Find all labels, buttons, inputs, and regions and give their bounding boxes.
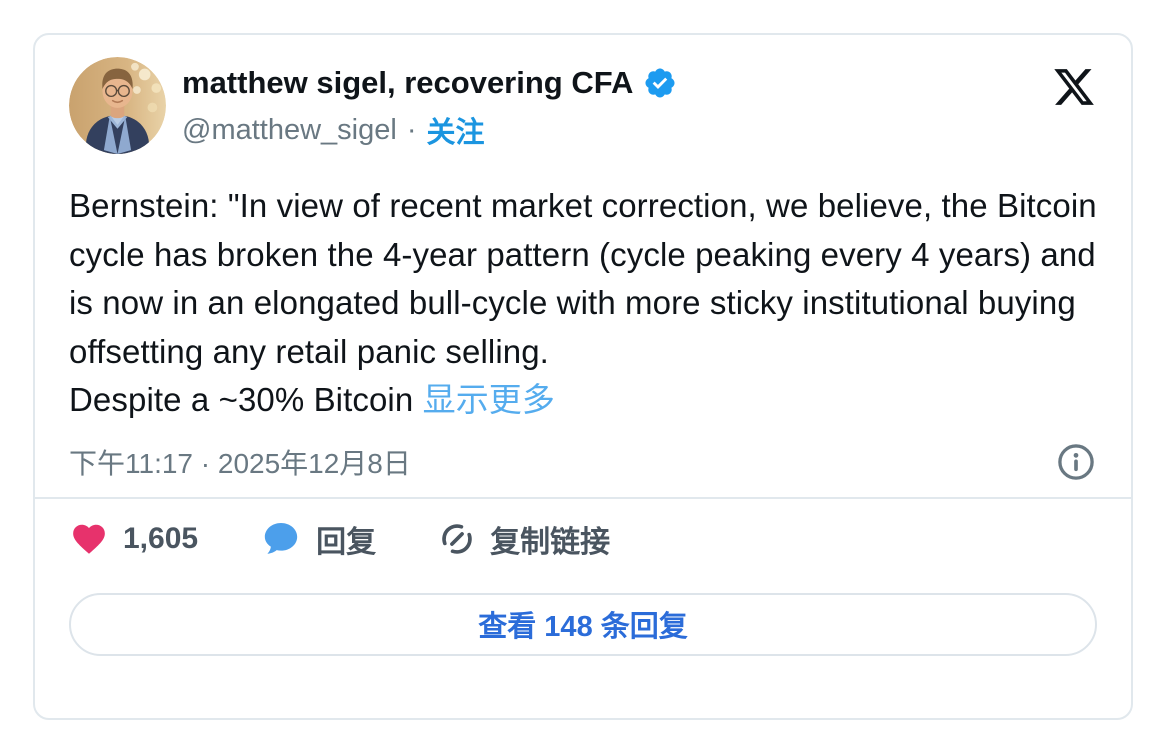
- verified-badge-icon: [645, 68, 675, 98]
- action-bar: 1,605 回复 复制链接: [35, 496, 1131, 577]
- dot-separator: ·: [406, 113, 417, 146]
- display-name[interactable]: matthew sigel, recovering CFA: [182, 65, 634, 100]
- tweet-paragraph-2: Despite a ~30% Bitcoin: [69, 381, 423, 418]
- avatar[interactable]: [69, 57, 166, 154]
- view-replies-button[interactable]: 查看 148 条回复: [69, 592, 1097, 656]
- timestamp-link[interactable]: 下午11:17 · 2025年12月8日: [69, 447, 411, 479]
- reply-button[interactable]: 回复: [260, 517, 376, 561]
- handle-row: @matthew_sigel · 关注: [182, 109, 677, 151]
- follow-link[interactable]: 关注: [426, 117, 485, 149]
- show-more-link[interactable]: 显示更多: [422, 381, 555, 418]
- tweet-card: matthew sigel, recovering CFA @matthew_s…: [33, 33, 1133, 720]
- header-text: matthew sigel, recovering CFA @matthew_s…: [182, 57, 677, 151]
- tweet-text: Bernstein: "In view of recent market cor…: [69, 182, 1097, 425]
- copy-link-button[interactable]: 复制链接: [438, 517, 610, 561]
- like-button[interactable]: 1,605: [69, 520, 198, 558]
- user-handle[interactable]: @matthew_sigel: [182, 113, 397, 146]
- copy-link-label: 复制链接: [490, 525, 611, 559]
- info-icon[interactable]: [1055, 441, 1097, 483]
- view-replies-label: 查看 148 条回复: [478, 611, 688, 643]
- x-logo-icon[interactable]: [1051, 65, 1097, 109]
- avatar-photo: [69, 57, 166, 154]
- name-row: matthew sigel, recovering CFA: [182, 65, 677, 101]
- like-count: 1,605: [123, 521, 199, 555]
- meta-row: 下午11:17 · 2025年12月8日: [69, 441, 1097, 483]
- tweet-paragraph-1: Bernstein: "In view of recent market cor…: [69, 187, 1097, 370]
- heart-icon: [73, 524, 105, 554]
- tweet-header: matthew sigel, recovering CFA @matthew_s…: [69, 57, 1097, 154]
- reply-label: 回复: [316, 525, 377, 559]
- copy-link-icon: [442, 523, 472, 554]
- reply-bubble-icon: [264, 522, 298, 554]
